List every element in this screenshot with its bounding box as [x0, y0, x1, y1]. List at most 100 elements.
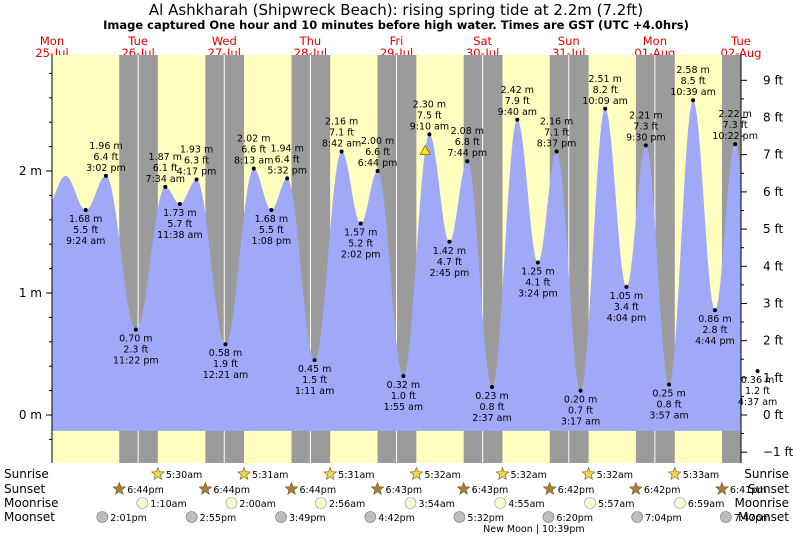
- right-tick-label: 4 ft: [763, 259, 783, 273]
- tide-point: [83, 208, 88, 213]
- moonset-time: 6:20pm: [556, 513, 593, 524]
- tide-label: 5.7 ft: [167, 219, 192, 230]
- sunrise-time: 5:32am: [510, 470, 546, 481]
- tide-point: [251, 166, 256, 171]
- right-tick-label: 9 ft: [763, 73, 783, 87]
- tide-point: [133, 327, 138, 332]
- moonset-icon: [453, 511, 466, 523]
- tide-label: 1.87 m: [149, 152, 182, 163]
- tide-label: 1.25 m: [521, 267, 554, 278]
- sunrise-time: 5:33am: [683, 470, 719, 481]
- tide-label: 2.8 ft: [702, 325, 727, 336]
- tide-point: [490, 384, 495, 389]
- day-name: Thu: [299, 34, 322, 48]
- right-tick-label: −1 ft: [763, 445, 793, 459]
- moonset-time: 3:49pm: [289, 513, 326, 524]
- moonset-time: 2:01pm: [110, 513, 147, 524]
- sunrise-icon: [667, 466, 682, 480]
- tide-label: 2.22 m: [718, 109, 751, 120]
- sunset-icon: [198, 481, 213, 495]
- day-name: Sat: [473, 34, 492, 48]
- tide-label: 0.70 m: [119, 334, 152, 345]
- tide-point: [401, 373, 406, 378]
- tide-label: 2.58 m: [676, 65, 709, 76]
- sunset-icon: [284, 481, 299, 495]
- tide-label: 1.05 m: [610, 291, 643, 302]
- new-moon-label: New Moon | 10:39pm: [483, 524, 585, 535]
- tide-point: [535, 260, 540, 265]
- tide-label: 4.1 ft: [525, 278, 550, 289]
- tide-point: [194, 177, 199, 182]
- moonset-time: 7:47pm: [734, 513, 771, 524]
- tide-label: 10:39 am: [670, 87, 715, 98]
- tide-label: 4:17 pm: [177, 167, 217, 178]
- sunrise-icon: [495, 466, 510, 480]
- tide-point: [223, 342, 228, 347]
- moonrise-icon: [225, 497, 238, 509]
- sunrise-time: 5:32am: [597, 470, 633, 481]
- sunrise-time: 5:30am: [166, 470, 202, 481]
- sunset-icon: [628, 481, 643, 495]
- moonrise-icon: [315, 497, 327, 509]
- tide-label: 11:38 am: [157, 230, 202, 241]
- tide-label: 2.51 m: [588, 74, 621, 85]
- tide-label: 6.6 ft: [241, 145, 266, 156]
- moonrise-time: 2:56am: [329, 499, 365, 510]
- sunrise-time: 5:32am: [424, 470, 460, 481]
- moonset-row-label-left: Moonset: [4, 510, 55, 524]
- tide-label: 6:44 pm: [358, 158, 398, 169]
- tide-point: [285, 176, 290, 181]
- moonrise-time: 6:59am: [688, 499, 724, 510]
- tide-label: 6.3 ft: [184, 156, 209, 167]
- sunrise-icon: [581, 466, 596, 480]
- tide-point: [667, 382, 672, 387]
- tide-label: 5:32 pm: [267, 165, 307, 176]
- sunset-icon: [714, 481, 729, 495]
- moonrise-row-label-left: Moonrise: [4, 496, 59, 510]
- tide-point: [578, 388, 583, 393]
- tide-point: [603, 106, 608, 111]
- tide-point: [358, 221, 363, 226]
- sunrise-row-label-left: Sunrise: [4, 467, 49, 481]
- tide-label: 10:22 pm: [712, 131, 758, 142]
- tide-point: [755, 369, 760, 374]
- tide-point: [691, 98, 696, 103]
- tide-point: [733, 142, 738, 147]
- moonset-time: 2:55pm: [200, 513, 237, 524]
- tide-label: 4.7 ft: [437, 257, 462, 268]
- tide-label: 2:02 pm: [341, 249, 381, 260]
- tide-label: 3:24 pm: [518, 289, 558, 300]
- right-tick-label: 6 ft: [763, 185, 783, 199]
- tide-label: 0.25 m: [652, 389, 685, 400]
- tide-label: 2.16 m: [540, 116, 573, 127]
- tide-label: 7:34 am: [146, 174, 185, 185]
- right-tick-label: 3 ft: [763, 296, 783, 310]
- moonrise-time: 1:10am: [150, 499, 186, 510]
- tide-point: [103, 173, 108, 178]
- tide-label: 7.1 ft: [329, 127, 354, 138]
- moonset-icon: [631, 511, 643, 523]
- tide-label: 1.68 m: [69, 214, 102, 225]
- tide-label: 11:22 pm: [113, 356, 159, 367]
- tide-label: 8:37 pm: [537, 138, 577, 149]
- tide-label: 5.2 ft: [348, 238, 373, 249]
- moonset-time: 5:32pm: [467, 513, 504, 524]
- tide-label: 3.4 ft: [614, 302, 639, 313]
- sunset-time: 6:44pm: [299, 485, 336, 496]
- tide-label: 0.8 ft: [657, 400, 682, 411]
- sunset-time: 6:41pm: [730, 485, 767, 496]
- sunrise-icon: [323, 466, 338, 480]
- tide-label: 0.20 m: [564, 395, 597, 406]
- sunset-row-label-right: Sunset: [748, 482, 789, 496]
- tide-label: 9:40 am: [498, 107, 537, 118]
- tide-label: 5.5 ft: [73, 225, 98, 236]
- chart-title: Al Ashkharah (Shipwreck Beach): rising s…: [149, 1, 643, 19]
- moonset-time: 4:42pm: [378, 513, 415, 524]
- tide-label: 8:42 am: [322, 138, 361, 149]
- sunset-time: 6:43pm: [386, 485, 423, 496]
- tide-point: [375, 169, 380, 173]
- tide-label: 1.42 m: [433, 246, 466, 257]
- tide-label: 2.00 m: [361, 136, 394, 147]
